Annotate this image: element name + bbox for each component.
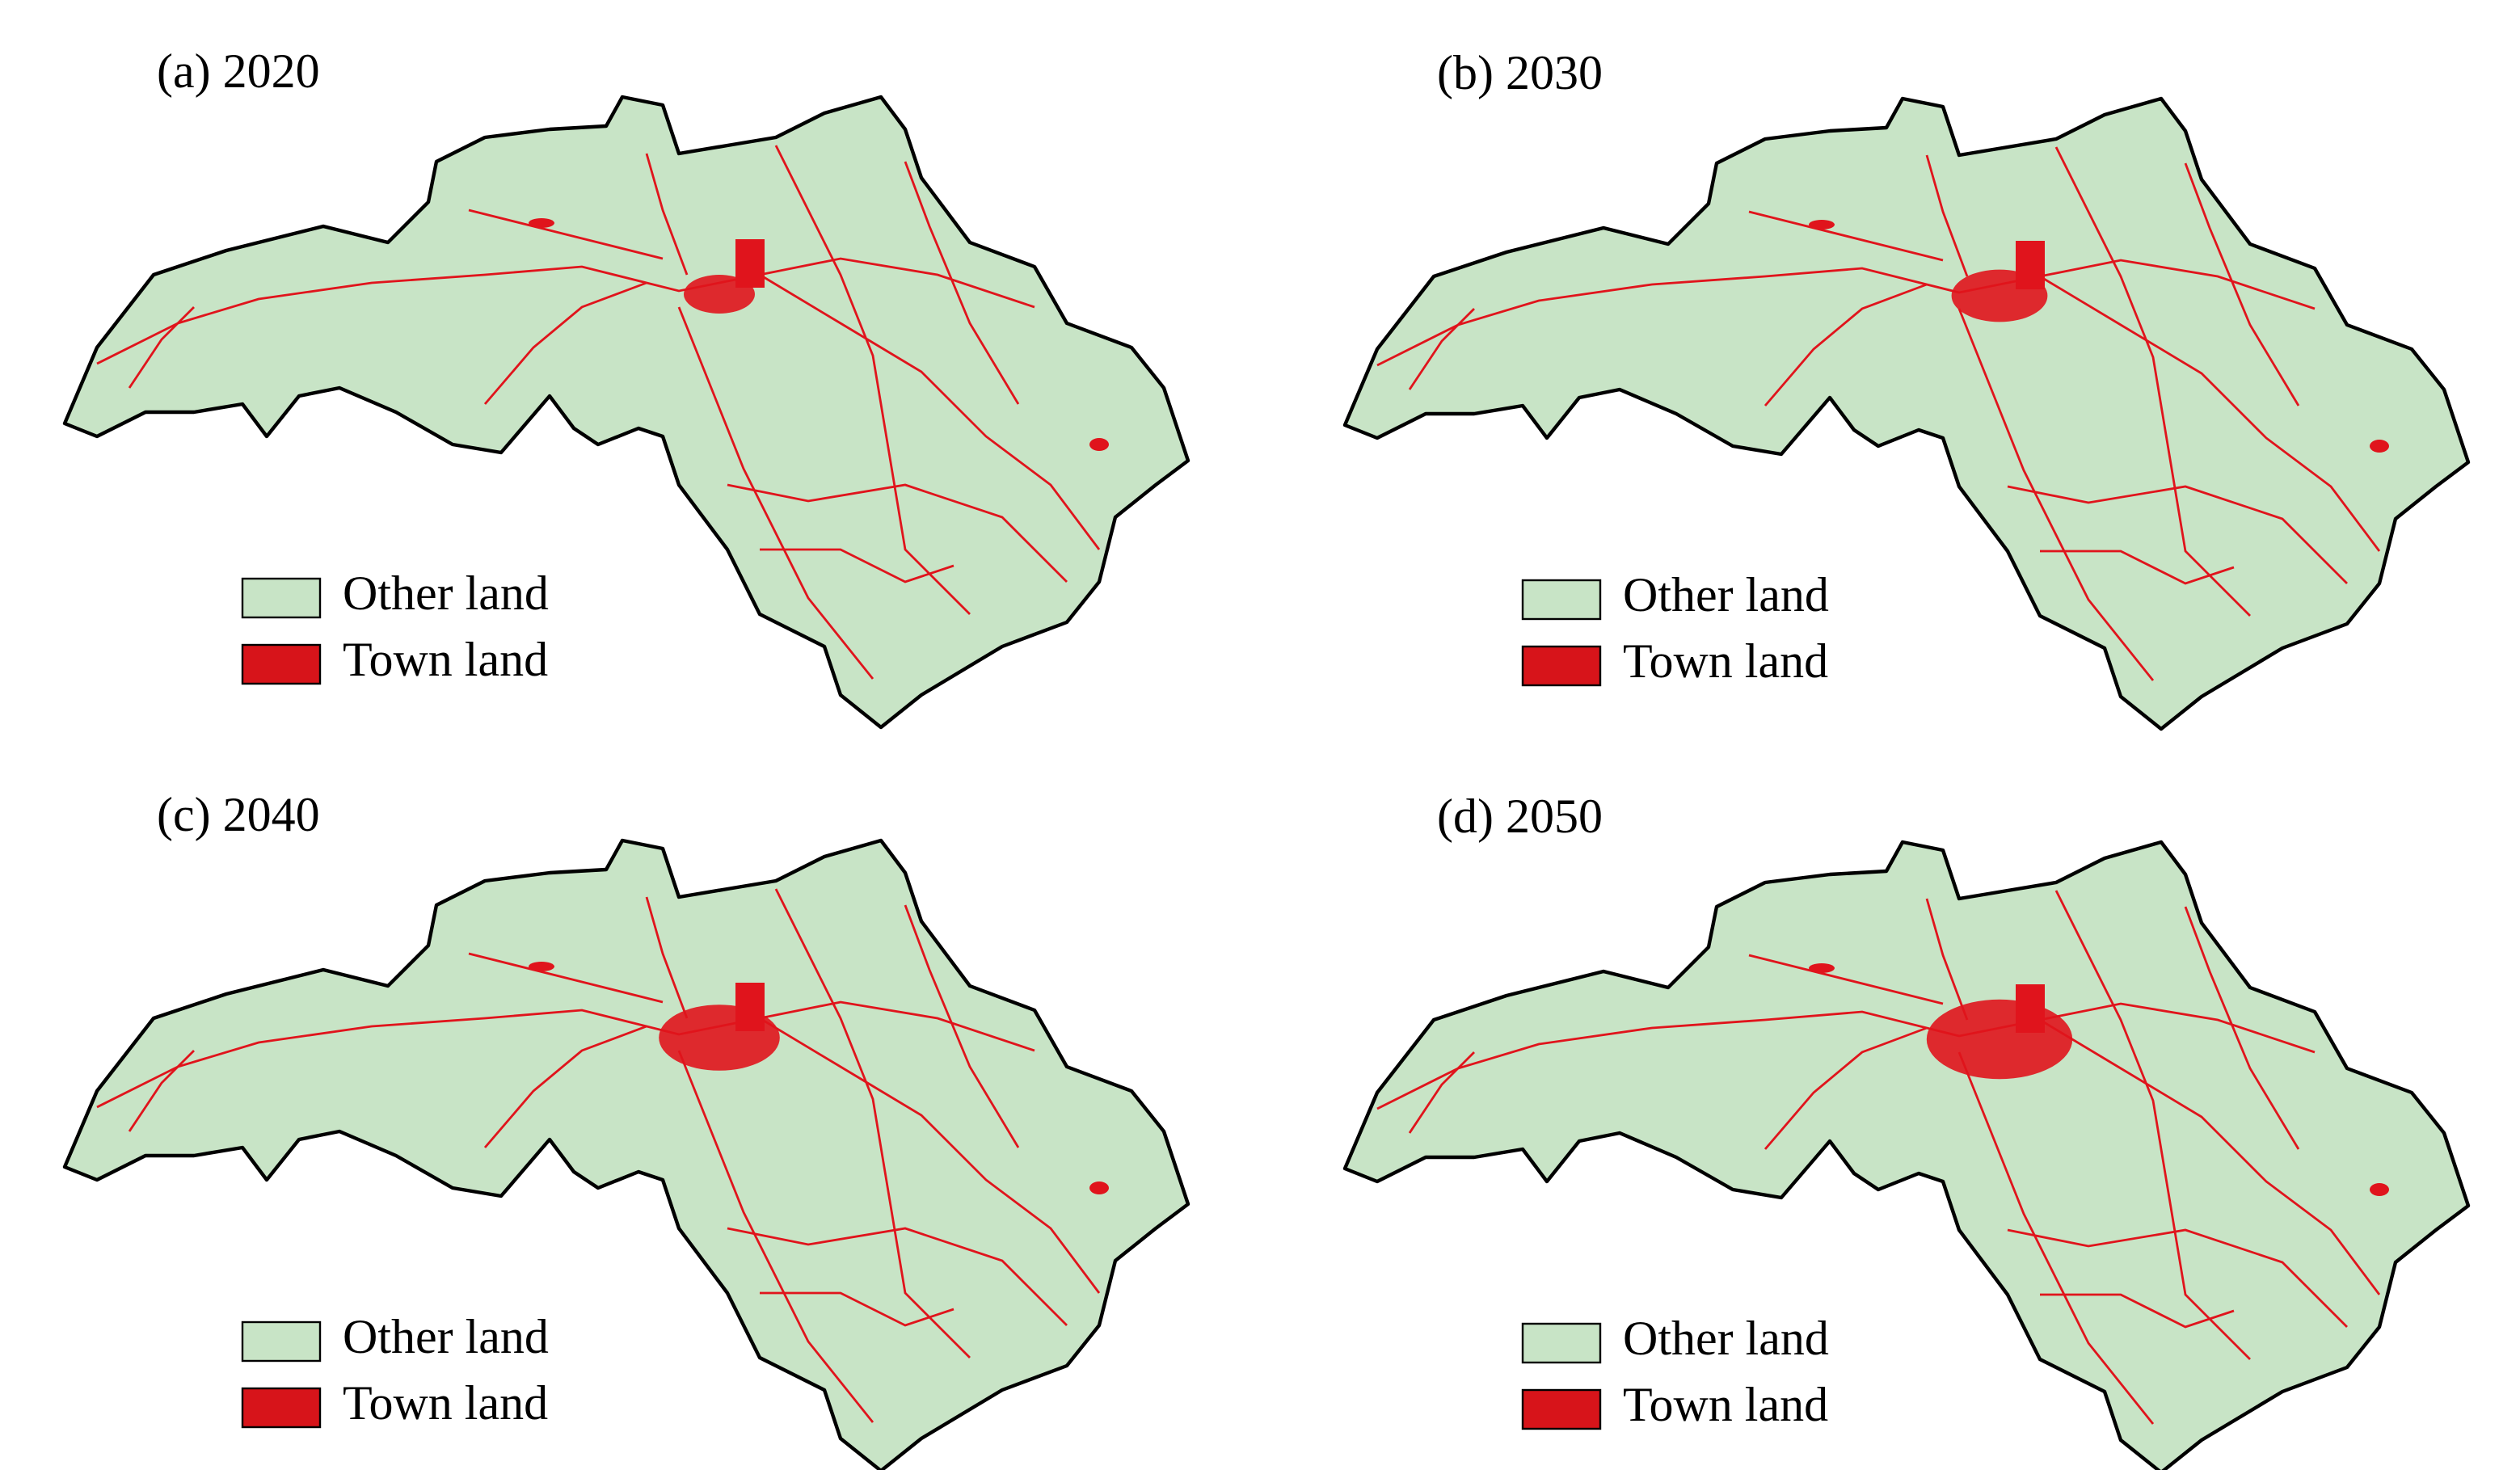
legend-label: Other land [343,567,549,620]
town-patch [1089,438,1109,451]
panel-title: (b) 2030 [1437,46,1603,99]
legend-label: Other land [1623,568,1829,621]
town-patch [529,962,554,971]
town-block [2016,984,2045,1033]
legend-swatch [241,1387,322,1429]
panel-title: (c) 2040 [157,788,320,841]
town-block [2016,241,2045,289]
region-outline [65,840,1188,1470]
legend-label: Town land [343,633,548,686]
panel-title: (d) 2050 [1437,790,1603,843]
town-patch [1089,1181,1109,1194]
map-panel: (c) 2040 Other land Town land [65,788,1188,1470]
legend-label: Town land [1623,634,1828,688]
map-panel: (b) 2030 Other land Town land [1345,46,2468,729]
town-patch [1809,220,1835,230]
town-block [735,239,765,288]
legend-label: Other land [1623,1312,1829,1365]
legend-label: Town land [343,1376,548,1430]
town-core [1926,999,2073,1080]
legend-swatch [241,1320,322,1363]
legend-swatch [241,643,322,685]
region-outline [65,97,1188,727]
legend-swatch [1521,1388,1602,1430]
town-block [735,983,765,1031]
town-patch [529,218,554,228]
region-outline [1345,842,2468,1470]
map-panel: (d) 2050 Other land Town land [1345,790,2468,1470]
legend-swatch [1521,645,1602,687]
town-patch [2370,1183,2389,1196]
legend-swatch [1521,1322,1602,1364]
town-patch [1809,963,1835,973]
legend-label: Town land [1623,1378,1828,1431]
legend-swatch [1521,579,1602,621]
region-outline [1345,99,2468,729]
panel-title: (a) 2020 [157,44,320,98]
legend-swatch [241,577,322,619]
legend-label: Other land [343,1310,549,1363]
map-panel: (a) 2020 Other land Town land [65,44,1188,727]
town-patch [2370,440,2389,453]
